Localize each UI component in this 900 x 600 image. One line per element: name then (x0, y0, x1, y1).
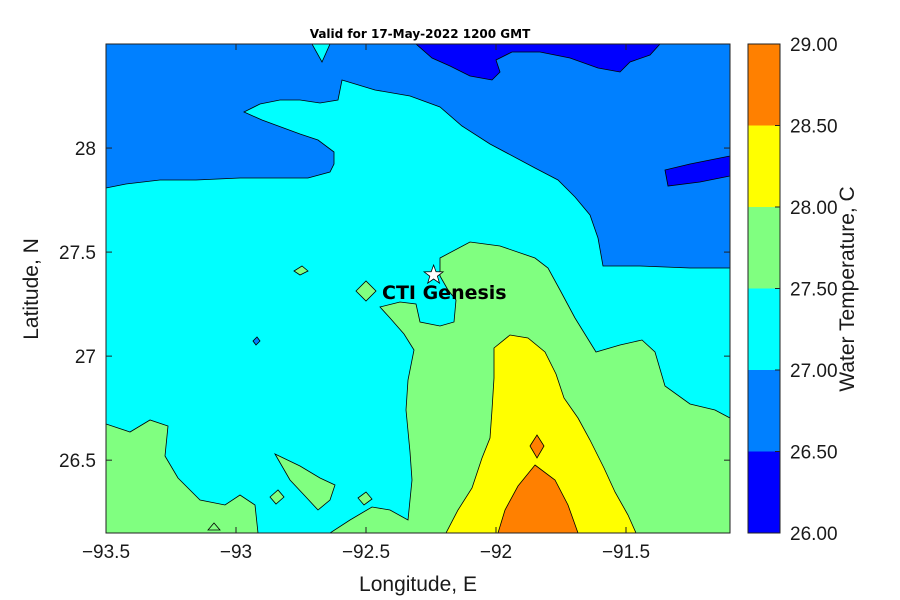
band-27.5-28.0-west (106, 419, 259, 533)
y-axis-label: Latitude, N (20, 238, 43, 340)
chart-title: Valid for 17-May-2022 1200 GMT (310, 27, 531, 41)
band-26.0-26.5-northeast (664, 155, 730, 187)
y-axis: 26.5 27 27.5 28 (59, 139, 730, 472)
colorbar-tick-label: 26.00 (790, 524, 838, 545)
colorbar-swatch (748, 451, 780, 533)
band-27.5-28.0-islet-4 (269, 489, 285, 505)
band-28.5-29.0-main (497, 464, 579, 533)
y-tick-label: 27 (75, 347, 96, 368)
y-tick-label: 27.5 (59, 243, 96, 264)
x-tick-label: −92 (480, 542, 512, 563)
x-tick-label: −92.5 (342, 542, 390, 563)
colorbar-tick-label: 26.50 (790, 443, 838, 464)
x-axis: −93.5 −93 −92.5 −92 −91.5 (82, 44, 650, 563)
colorbar-swatch (748, 125, 780, 207)
y-tick-label: 26.5 (59, 451, 96, 472)
colorbar-swatch (748, 207, 780, 289)
band-28.0-28.5 (445, 334, 637, 533)
colorbar-tick-label: 28.50 (790, 117, 838, 138)
band-26.5-27.0-fleck (252, 336, 261, 346)
x-tick-label: −91.5 (602, 542, 650, 563)
colorbar: 26.00 26.50 27.00 27.50 28.00 28.50 29.00 (747, 35, 838, 545)
colorbar-swatch (748, 288, 780, 370)
star-icon (422, 263, 445, 285)
band-26.5-27.0 (106, 44, 730, 269)
x-tick-label: −93.5 (82, 542, 130, 563)
site-annotation: CTI Genesis (382, 263, 507, 304)
x-axis-label: Longitude, E (359, 573, 477, 596)
band-27.5-28.0-islet-6 (207, 522, 221, 531)
band-27.5-28.0-islet-2 (355, 280, 377, 302)
band-26.5-27.0-notch (311, 44, 331, 63)
colorbar-tick-label: 28.00 (790, 198, 838, 219)
colorbar-tick-label: 29.00 (790, 35, 838, 56)
colorbar-tick-label: 27.50 (790, 280, 838, 301)
band-27.5-28.0-islet-5 (357, 491, 373, 506)
y-tick-label: 28 (75, 139, 96, 160)
band-27.5-28.0-islet-1 (274, 453, 336, 511)
band-26.0-26.5-north (415, 44, 661, 81)
site-label: CTI Genesis (382, 282, 507, 304)
band-28.5-29.0-islet (529, 434, 545, 459)
colorbar-tick-label: 27.00 (790, 361, 838, 382)
colorbar-swatch (748, 370, 780, 452)
plot-frame (105, 43, 731, 534)
x-tick-label: −93 (220, 542, 252, 563)
band-27.5-28.0-islet-3 (293, 265, 309, 276)
contour-map (106, 44, 730, 533)
colorbar-swatch (748, 44, 780, 126)
colorbar-label: Water Temperature, C (836, 186, 859, 391)
